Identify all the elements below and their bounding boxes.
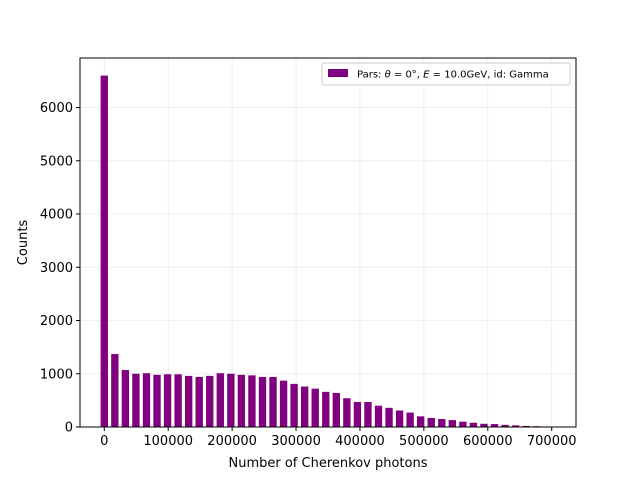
x-tick-label: 400000 xyxy=(335,434,385,449)
bar xyxy=(522,425,530,427)
bar xyxy=(132,373,140,427)
bar xyxy=(300,386,309,427)
legend-label: Pars: θ = 0°, E = 10.0GeV, id: Gamma xyxy=(357,70,549,81)
bar xyxy=(322,391,330,427)
y-tick-label: 1000 xyxy=(40,367,73,382)
x-tick-label: 300000 xyxy=(271,434,321,449)
bar xyxy=(311,388,319,427)
bar xyxy=(258,376,267,427)
bar xyxy=(374,405,383,427)
x-tick-label: 600000 xyxy=(463,434,513,449)
bar xyxy=(406,412,414,427)
x-tick-label: 700000 xyxy=(527,434,577,449)
bar xyxy=(184,375,193,427)
bars xyxy=(100,75,551,428)
bar xyxy=(438,419,446,427)
bar xyxy=(364,401,372,427)
bar xyxy=(290,383,298,427)
bar xyxy=(501,424,509,427)
y-tick-label: 4000 xyxy=(40,208,73,223)
bar xyxy=(237,374,246,427)
x-axis-ticks: 0 100000 200000 300000 400000 500000 600000 700… xyxy=(100,427,577,449)
bar xyxy=(480,423,488,427)
bar xyxy=(216,373,224,427)
bar xyxy=(269,376,277,427)
bar xyxy=(490,424,499,427)
bar xyxy=(459,421,467,427)
y-axis-label: Counts xyxy=(16,220,31,266)
y-tick-label: 0 xyxy=(65,421,73,436)
bar xyxy=(448,420,456,427)
bar xyxy=(417,416,425,427)
plot-frame xyxy=(79,57,577,428)
bar xyxy=(163,374,172,427)
bar xyxy=(111,354,119,427)
bar xyxy=(227,373,235,427)
y-tick-label: 2000 xyxy=(40,314,73,329)
bar xyxy=(332,392,340,427)
y-axis-ticks: 0 1000 2000 3000 4000 5000 6000 xyxy=(40,101,80,436)
legend-box xyxy=(321,62,571,86)
x-tick-label: 200000 xyxy=(207,434,257,449)
bar xyxy=(511,425,520,427)
x-axis-label: Number of Cherenkov photons xyxy=(229,456,428,471)
bar xyxy=(353,401,362,427)
bar xyxy=(395,410,404,427)
bar xyxy=(385,407,393,427)
y-tick-label: 3000 xyxy=(40,261,73,276)
y-tick-label: 6000 xyxy=(40,101,73,116)
x-tick-label: 500000 xyxy=(399,434,449,449)
bar xyxy=(206,375,214,427)
bar xyxy=(100,75,108,428)
bar xyxy=(142,373,151,427)
bar xyxy=(153,374,161,427)
bar xyxy=(427,417,435,427)
bar xyxy=(195,376,203,427)
bar xyxy=(121,370,130,427)
bar xyxy=(469,422,478,427)
legend: Pars: θ = 0°, E = 10.0GeV, id: Gamma xyxy=(321,62,571,86)
bar xyxy=(279,380,288,427)
y-tick-label: 5000 xyxy=(40,154,73,169)
legend-swatch xyxy=(328,69,348,77)
x-tick-label: 0 xyxy=(100,434,108,449)
bar xyxy=(343,398,351,427)
bar xyxy=(174,374,182,427)
x-tick-label: 100000 xyxy=(143,434,193,449)
bar xyxy=(248,375,256,427)
